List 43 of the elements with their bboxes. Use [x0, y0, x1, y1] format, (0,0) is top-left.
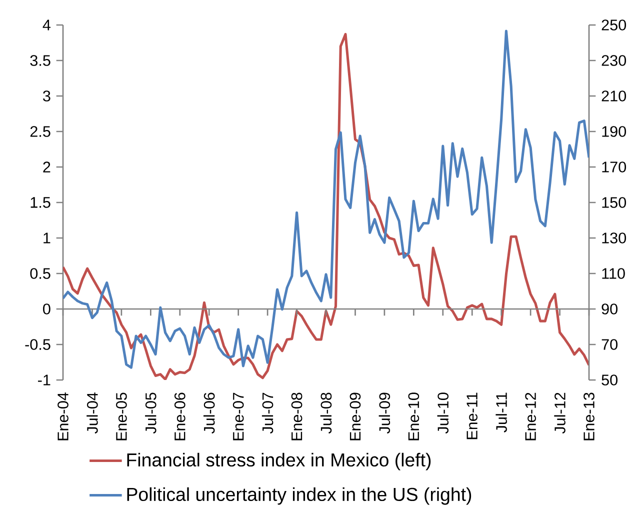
y2-tick-label: 250: [602, 20, 626, 30]
y2-tick-label: 210: [602, 90, 626, 102]
x-tick-label: Ene-10: [408, 392, 420, 440]
x-tick-label: Jul-08: [320, 392, 332, 434]
legend-label: Political uncertainty index in the US (right): [127, 487, 472, 505]
x-tick-label: Ene-07: [232, 392, 244, 440]
x-tick-label: Jul-06: [203, 392, 215, 434]
x-tick-label: Jul-11: [496, 392, 507, 432]
y2-tick-label: 150: [602, 197, 626, 208]
x-tick-label: Jul-09: [378, 392, 390, 434]
x-tick-label: Ene-06: [174, 392, 186, 440]
x-tick-label: Jul-10: [437, 392, 449, 434]
y2-tick-label: 230: [602, 55, 626, 66]
y-tick-label: 3.5: [30, 55, 50, 66]
y-tick-label: 2: [43, 162, 50, 172]
y-tick-label: 3: [43, 90, 50, 102]
x-tick-label: Jul-05: [145, 392, 156, 434]
y-tick-label: 1.5: [30, 197, 50, 208]
y-tick-label: 1: [44, 232, 50, 244]
y2-tick-label: 130: [602, 232, 626, 244]
x-tick-label: Ene-09: [350, 392, 361, 440]
y-tick-label: 0: [43, 304, 50, 314]
y2-tick-label: 90: [602, 304, 618, 314]
x-tick-label: Ene-05: [116, 392, 127, 440]
x-tick-label: Ene-04: [58, 392, 68, 440]
x-tick-label: Jul-07: [262, 392, 274, 434]
x-tick-label: Jul-04: [86, 392, 98, 434]
x-tick-label: Ene-11: [466, 392, 478, 440]
y2-tick-label: 110: [602, 268, 625, 279]
x-tick-label: Ene-12: [525, 392, 536, 440]
y-tick-label: 4: [42, 20, 50, 30]
x-tick-label: Ene-13: [584, 392, 594, 440]
y-tick-label: 0.5: [30, 268, 50, 279]
y-tick-label: 2.5: [30, 126, 50, 137]
y-tick-label: -1: [38, 374, 50, 386]
x-tick-label: Ene-08: [291, 392, 302, 440]
y2-tick-label: 70: [602, 339, 618, 350]
y2-tick-label: 190: [602, 126, 626, 137]
x-tick-label: Jul-12: [554, 392, 566, 434]
legend-label: Financial stress index in Mexico (left): [127, 452, 431, 470]
y2-tick-label: 170: [602, 162, 626, 172]
y-tick-label: -0.5: [25, 339, 50, 350]
y2-tick-label: 50: [602, 374, 618, 386]
